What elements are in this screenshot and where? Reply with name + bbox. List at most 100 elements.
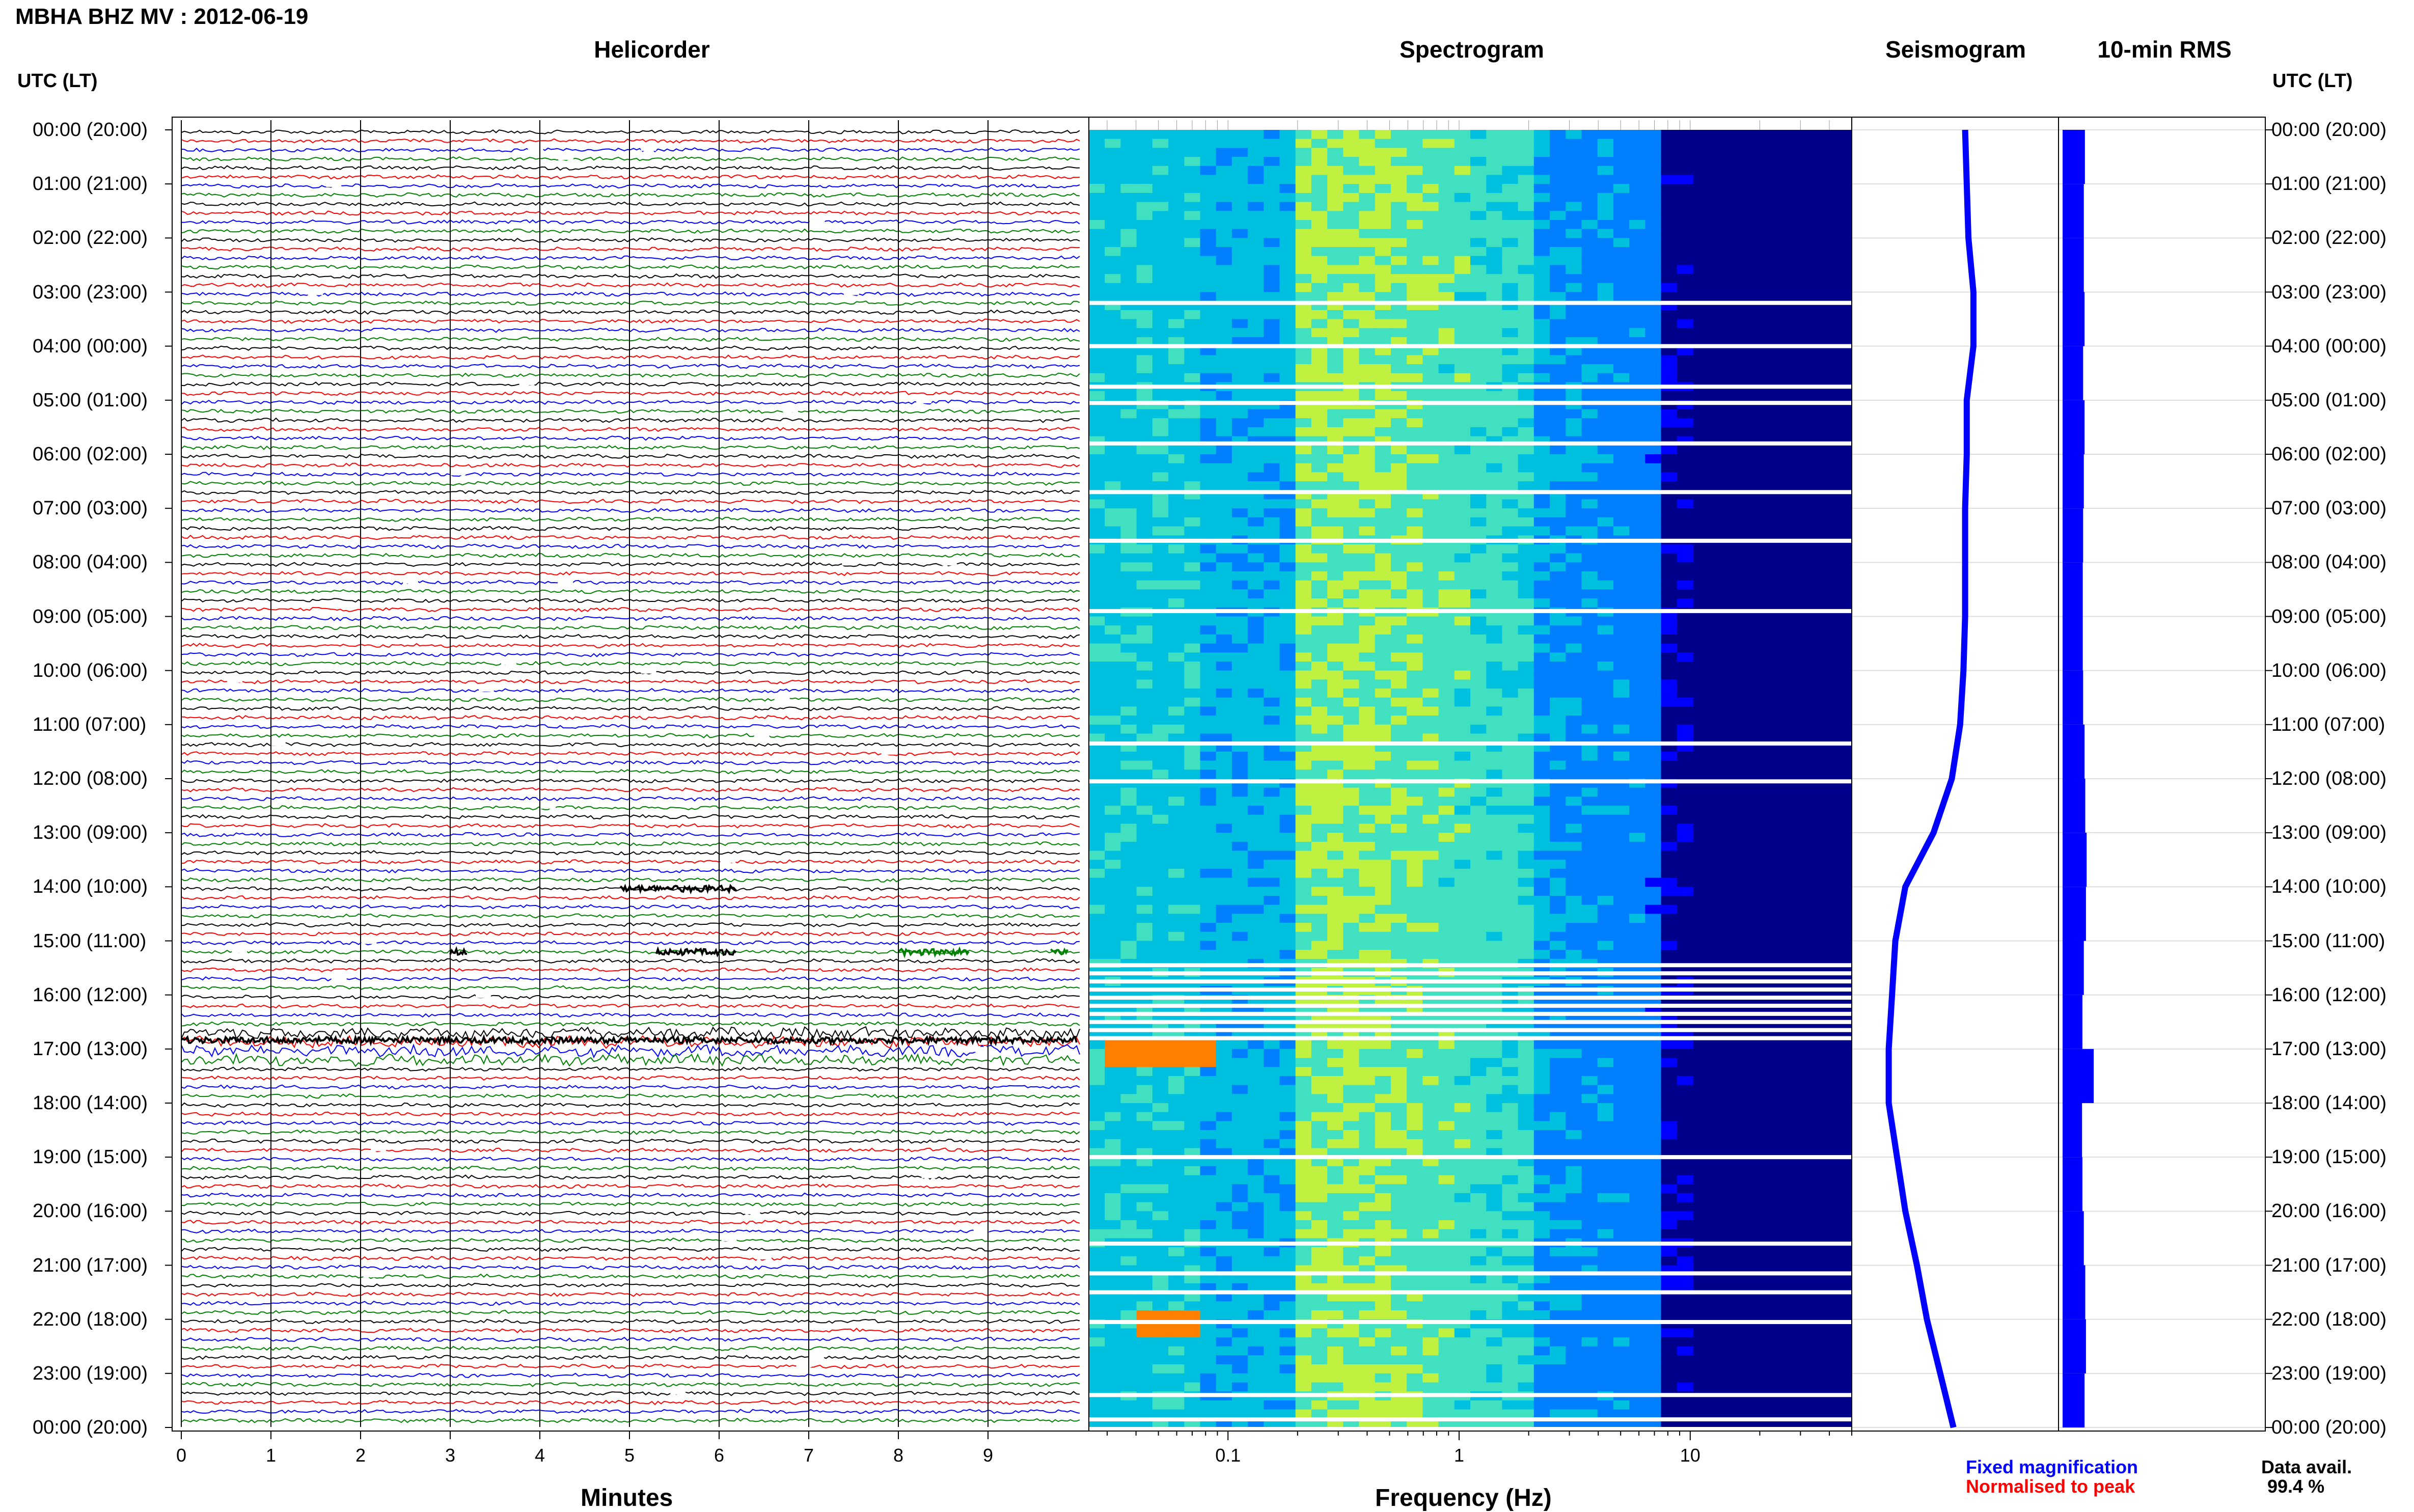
spectrogram-cell (1407, 1094, 1423, 1103)
spectrogram-cell (1120, 1202, 1137, 1212)
spectrogram-cell (1598, 544, 1614, 554)
spectrogram-cell (1677, 625, 1693, 635)
spectrogram-cell (1327, 842, 1343, 851)
spectrogram-cell (1422, 1049, 1439, 1058)
spectrogram-cell (1582, 1184, 1598, 1193)
spectrogram-cell (1327, 752, 1343, 761)
spectrogram-cell (1439, 554, 1455, 563)
helicorder-trace (181, 571, 1080, 575)
spectrogram-cell (1645, 472, 1661, 481)
spectrogram-cell (1407, 445, 1423, 454)
spectrogram-cell (1184, 247, 1200, 256)
spectrogram-cell (1613, 941, 1630, 950)
spectrogram-cell (1375, 1121, 1391, 1130)
spectrogram-cell (1550, 247, 1566, 256)
spectrogram-cell (1550, 1175, 1566, 1185)
spectrogram-cell (1439, 265, 1455, 274)
spectrogram-cell (1311, 1058, 1328, 1067)
spectrogram-cell (1439, 725, 1455, 734)
spectrogram-cell (1216, 202, 1232, 211)
spectrogram-cell (1486, 1049, 1502, 1058)
spectrogram-cell (1153, 671, 1169, 680)
spectrogram-cell (1613, 716, 1630, 725)
spectrogram-cell (1598, 644, 1614, 653)
spectrogram-cell (1280, 905, 1296, 914)
spectrogram-cell (1375, 887, 1391, 896)
spectrogram-cell (1327, 761, 1343, 770)
spectrogram-cell (1327, 202, 1343, 211)
spectrogram-cell (1216, 671, 1232, 680)
spectrogram-cell (1168, 500, 1185, 509)
spectrogram-cell (1486, 1121, 1502, 1130)
spectrogram-cell (1613, 238, 1630, 247)
spectrogram-cell (1439, 472, 1455, 481)
spectrogram-cell (1105, 148, 1121, 157)
spectrogram-cell (1677, 1166, 1693, 1175)
spectrogram-cell (1089, 815, 1105, 824)
spectrogram-cell (1232, 292, 1248, 301)
spectrogram-cell (1582, 950, 1598, 959)
spectrogram-cell (1232, 671, 1248, 680)
helicorder-trace (181, 517, 1080, 521)
spectrogram-cell (1391, 824, 1407, 833)
spectrogram-cell (1264, 752, 1280, 761)
spectrogram-cell (1359, 130, 1376, 139)
helicorder-panel (181, 117, 1080, 1431)
spectrogram-cell (1216, 1085, 1232, 1094)
spectrogram-cell (1566, 409, 1582, 419)
spectrogram-cell (1105, 1229, 1121, 1239)
helicorder-trace (181, 310, 1080, 314)
spectrogram-cell (1518, 635, 1534, 644)
spectrogram-cell (1422, 796, 1439, 806)
spectrogram-cell (1550, 1202, 1566, 1212)
spectrogram-cell (1184, 644, 1200, 653)
spectrogram-cell (1232, 373, 1248, 382)
spectrogram-cell (1248, 1094, 1264, 1103)
spectrogram-cell (1089, 508, 1105, 517)
spectrogram-cell (1661, 1166, 1678, 1175)
spectrogram-cell (1311, 175, 1328, 184)
spectrogram-cell (1311, 1247, 1328, 1256)
spectrogram-cell (1598, 1049, 1614, 1058)
spectrogram-cell (1105, 1193, 1121, 1202)
spectrogram-cell (1470, 752, 1487, 761)
spectrogram-cell (1455, 581, 1471, 590)
spectrogram-cell (1550, 193, 1566, 202)
spectrogram-cell (1534, 130, 1550, 139)
spectrogram-cell (1184, 1103, 1200, 1112)
spectrogram-cell (1375, 292, 1391, 301)
spectrogram-cell (1343, 445, 1359, 454)
spectrogram-cell (1439, 391, 1455, 400)
spectrogram-cell (1566, 247, 1582, 256)
spectrogram-cell (1216, 1049, 1232, 1058)
spectrogram-cell (1422, 635, 1439, 644)
spectrogram-cell (1566, 644, 1582, 653)
spectrogram-cell (1550, 1076, 1566, 1085)
spectrogram-cell (1359, 292, 1376, 301)
spectrogram-cell (1184, 1049, 1200, 1058)
spectrogram-cell (1200, 373, 1217, 382)
spectrogram-cell (1486, 1058, 1502, 1067)
spectrogram-cell (1486, 472, 1502, 481)
spectrogram-cell (1184, 1067, 1200, 1076)
spectrogram-cell (1248, 815, 1264, 824)
spectrogram-cell (1391, 1076, 1407, 1085)
spectrogram-cell (1184, 617, 1200, 626)
spectrogram-cell (1391, 571, 1407, 581)
spectrogram-cell (1264, 500, 1280, 509)
spectrogram-cell (1566, 1058, 1582, 1067)
spectrogram-cell (1391, 734, 1407, 743)
spectrogram-cell (1359, 923, 1376, 932)
spectrogram-cell (1518, 752, 1534, 761)
spectrogram-cell (1645, 454, 1661, 463)
spectrogram-cell (1296, 157, 1312, 166)
spectrogram-cell (1296, 725, 1312, 734)
spectrogram-cell (1343, 256, 1359, 265)
spectrogram-cell (1422, 517, 1439, 527)
spectrogram-cell (1232, 761, 1248, 770)
spectrogram-cell (1168, 1229, 1185, 1239)
spectrogram-cell (1582, 247, 1598, 256)
spectrogram-cell (1645, 283, 1661, 292)
spectrogram-cell (1232, 256, 1248, 265)
spectrogram-cell (1470, 310, 1487, 319)
